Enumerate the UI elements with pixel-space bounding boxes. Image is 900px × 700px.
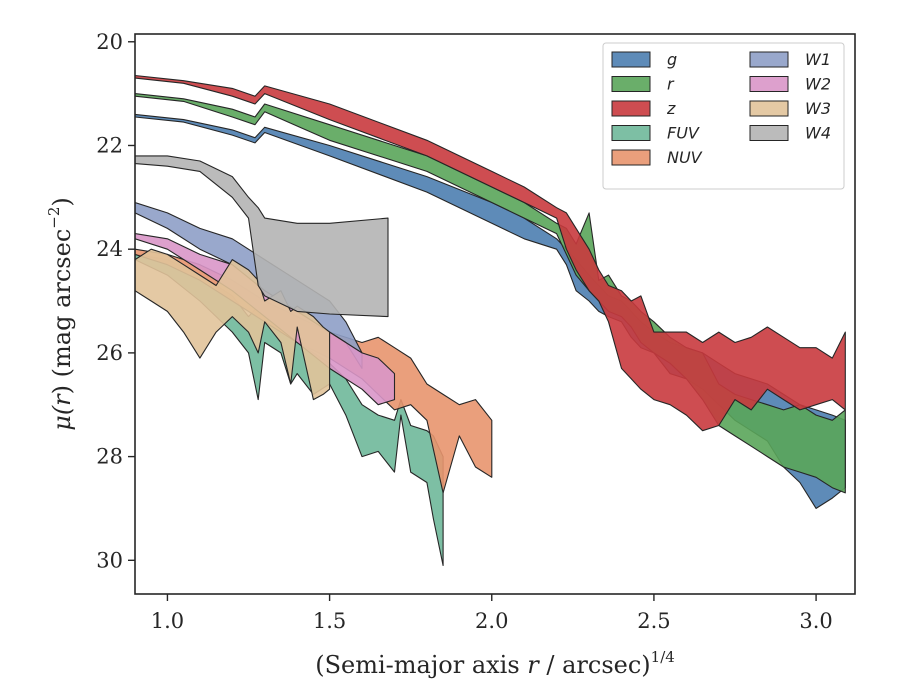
- legend-label-nuv: NUV: [667, 148, 703, 167]
- bands-layer: [135, 74, 846, 567]
- y-tick-label: 24: [96, 237, 123, 261]
- band-z: [135, 74, 846, 432]
- y-tick-label: 28: [96, 445, 123, 469]
- legend-label-r: r: [667, 75, 675, 94]
- x-tick-label: 2.0: [475, 609, 508, 633]
- y-axis: 20 22 24 26 28 30: [96, 30, 135, 572]
- y-tick-label: 20: [96, 30, 123, 54]
- legend-label-w1: W1: [805, 50, 831, 69]
- legend-swatch-w2: [749, 76, 789, 92]
- x-axis-label: (Semi-major axis r / arcsec)1/4: [315, 648, 675, 679]
- legend-swatch-g: [611, 51, 651, 68]
- band-w4: [135, 155, 389, 318]
- y-tick-label: 22: [96, 133, 123, 157]
- x-tick-label: 1.0: [151, 609, 184, 633]
- x-tick-label: 3.0: [799, 609, 832, 633]
- y-tick-label: 26: [96, 341, 123, 365]
- legend-swatch-r: [611, 76, 651, 92]
- legend-swatch-w1: [749, 51, 789, 68]
- legend-label-w2: W2: [805, 75, 831, 94]
- band-w3: [135, 248, 331, 401]
- legend-label-z: z: [666, 99, 676, 118]
- y-tick-label: 30: [96, 548, 123, 572]
- legend-label-w4: W4: [805, 124, 831, 143]
- plot-frame: [134, 33, 856, 595]
- x-tick-label: 1.5: [313, 609, 346, 633]
- x-axis: 1.0 1.5 2.0 2.5 3.0: [151, 594, 833, 633]
- legend-swatch-z: [611, 100, 651, 117]
- x-tick-label: 2.5: [637, 609, 670, 633]
- legend-swatch-w4: [749, 125, 789, 141]
- legend-label-g: g: [667, 50, 677, 69]
- y-axis-label: μ(r) (mag arcsec−2): [45, 197, 76, 431]
- legend-swatch-w3: [749, 100, 789, 117]
- legend: grz FUV NUV W1 W2 W3 W4: [602, 42, 845, 190]
- legend-label-w3: W3: [805, 99, 831, 118]
- legend-swatch-nuv: [611, 149, 651, 166]
- legend-swatch-fuv: [611, 125, 651, 141]
- legend-label-fuv: FUV: [667, 124, 700, 143]
